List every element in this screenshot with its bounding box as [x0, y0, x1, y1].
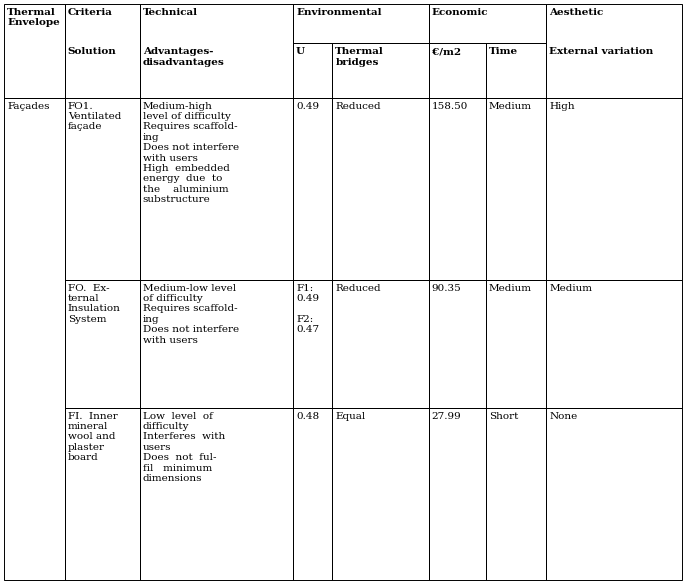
Bar — [429, 280, 486, 408]
Text: Equal: Equal — [335, 412, 366, 420]
Text: U: U — [296, 47, 305, 57]
Text: Aesthetic: Aesthetic — [549, 8, 604, 17]
Bar — [486, 280, 547, 408]
Text: FO.  Ex-
ternal
Insulation
System: FO. Ex- ternal Insulation System — [68, 284, 121, 324]
Text: Thermal
Envelope: Thermal Envelope — [7, 8, 60, 27]
Bar — [293, 280, 332, 408]
Bar — [139, 280, 293, 408]
Bar — [332, 280, 429, 408]
Bar — [429, 408, 486, 580]
Text: 0.49: 0.49 — [296, 102, 319, 110]
Bar — [64, 408, 139, 580]
Text: Criteria: Criteria — [68, 8, 113, 17]
Bar — [486, 408, 547, 580]
Text: Advantages-
disadvantages: Advantages- disadvantages — [143, 47, 224, 67]
Text: Low  level  of
difficulty
Interferes  with
users
Does  not  ful-
fil   minimum
d: Low level of difficulty Interferes with … — [143, 412, 225, 483]
Bar — [547, 408, 682, 580]
Bar — [293, 4, 429, 43]
Bar — [429, 98, 486, 280]
Bar — [486, 98, 547, 280]
Text: FO1.
Ventilated
façade: FO1. Ventilated façade — [68, 102, 121, 131]
Bar — [332, 98, 429, 280]
Bar — [4, 4, 64, 98]
Bar — [139, 408, 293, 580]
Text: €/m2: €/m2 — [431, 47, 461, 57]
Text: Façades: Façades — [7, 102, 49, 110]
Bar — [64, 4, 139, 98]
Text: 27.99: 27.99 — [431, 412, 462, 420]
Text: Technical: Technical — [143, 8, 198, 17]
Text: 90.35: 90.35 — [431, 284, 462, 293]
Bar — [293, 43, 332, 98]
Bar — [547, 4, 682, 98]
Text: Thermal
bridges: Thermal bridges — [335, 47, 384, 67]
Bar — [486, 43, 547, 98]
Text: External variation: External variation — [549, 47, 654, 57]
Text: Reduced: Reduced — [335, 284, 381, 293]
Bar — [332, 408, 429, 580]
Text: Environmental: Environmental — [296, 8, 381, 17]
Text: Reduced: Reduced — [335, 102, 381, 110]
Bar — [64, 280, 139, 408]
Text: 0.48: 0.48 — [296, 412, 319, 420]
Text: Medium-high
level of difficulty
Requires scaffold-
ing
Does not interfere
with u: Medium-high level of difficulty Requires… — [143, 102, 239, 204]
Bar — [4, 98, 64, 580]
Bar — [332, 43, 429, 98]
Text: Medium: Medium — [488, 284, 532, 293]
Bar — [293, 408, 332, 580]
Text: F1:
0.49

F2:
0.47: F1: 0.49 F2: 0.47 — [296, 284, 319, 334]
Bar — [139, 98, 293, 280]
Text: Medium-low level
of difficulty
Requires scaffold-
ing
Does not interfere
with us: Medium-low level of difficulty Requires … — [143, 284, 239, 345]
Bar — [139, 4, 293, 98]
Bar — [293, 98, 332, 280]
Text: None: None — [549, 412, 578, 420]
Text: FI.  Inner
mineral
wool and
plaster
board: FI. Inner mineral wool and plaster board — [68, 412, 117, 463]
Text: Time: Time — [488, 47, 518, 57]
Text: Short: Short — [488, 412, 518, 420]
Bar — [547, 98, 682, 280]
Bar — [64, 98, 139, 280]
Bar — [429, 43, 486, 98]
Text: Medium: Medium — [549, 284, 593, 293]
Text: 158.50: 158.50 — [431, 102, 468, 110]
Text: Solution: Solution — [68, 47, 117, 57]
Bar — [429, 4, 547, 43]
Bar — [547, 280, 682, 408]
Text: Medium: Medium — [488, 102, 532, 110]
Text: Economic: Economic — [431, 8, 488, 17]
Text: High: High — [549, 102, 575, 110]
